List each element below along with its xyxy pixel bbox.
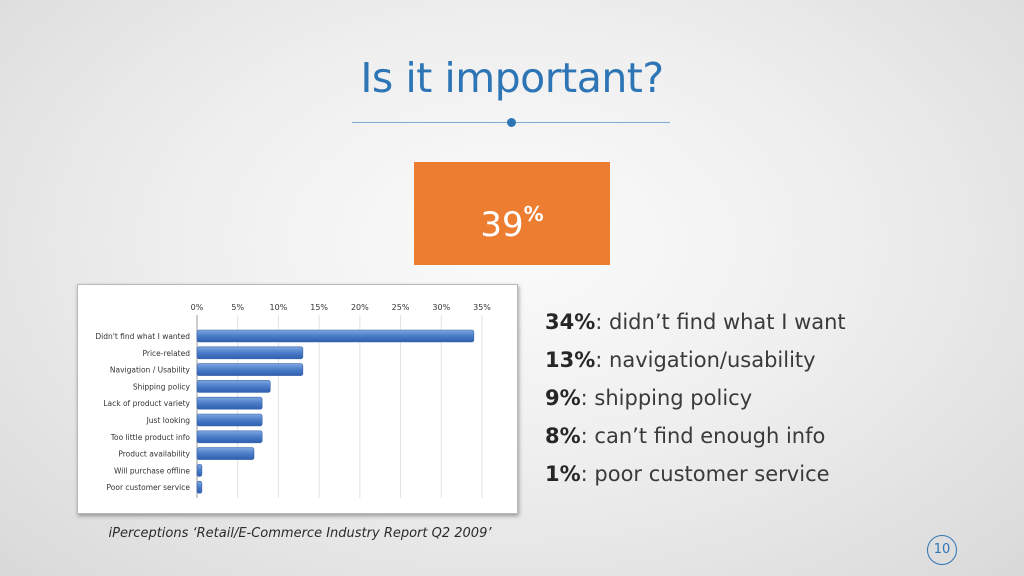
category-label: Shipping policy <box>133 382 191 391</box>
bar <box>196 329 475 343</box>
category-label: Product availability <box>118 450 190 459</box>
stat-item: 13%: navigation/usability <box>545 341 846 379</box>
x-tick-label: 5% <box>231 303 244 312</box>
stat-item-text: : didn’t find what I want <box>595 310 846 334</box>
x-tick-label: 15% <box>310 303 328 312</box>
category-label: Navigation / Usability <box>110 366 191 375</box>
bar-chart: 0% 5% 10% 15% 20% 25% 30% 35% Didn't find what I… <box>77 284 518 514</box>
category-label: Lack of product variety <box>103 399 190 408</box>
slide-title: Is it important? <box>360 54 664 102</box>
category-label: Just looking <box>146 416 191 425</box>
stat-box: 39% <box>414 162 610 265</box>
stat-item: 1%: poor customer service <box>545 455 846 493</box>
stat-item-text: : poor customer service <box>580 462 830 486</box>
stat-item-text: : shipping policy <box>580 386 753 410</box>
bar <box>196 396 263 410</box>
bar <box>196 464 203 477</box>
x-tick-label: 30% <box>432 303 450 312</box>
category-label: Didn't find what I wanted <box>95 332 190 341</box>
bar <box>196 430 263 444</box>
stat-unit: % <box>523 202 544 226</box>
source-citation: iPerceptions ‘Retail/E-Commerce Industry… <box>108 526 492 541</box>
category-label: Poor customer service <box>107 483 191 492</box>
x-tick-label: 10% <box>270 303 288 312</box>
x-tick-label: 25% <box>392 303 410 312</box>
stat-item-value: 34% <box>545 310 596 334</box>
stat-item: 34%: didn’t find what I want <box>545 303 846 341</box>
stat-item-text: : can’t find enough info <box>580 424 826 448</box>
x-tick-label: 35% <box>473 303 491 312</box>
category-label: Will purchase offline <box>114 466 190 475</box>
x-tick-label: 0% <box>191 303 204 312</box>
bar <box>196 380 271 393</box>
stat-item-value: 13% <box>545 348 596 372</box>
stat-item: 9%: shipping policy <box>545 379 846 417</box>
bar <box>196 480 203 494</box>
stats-list: 34%: didn’t find what I want 13%: naviga… <box>545 303 846 493</box>
stat-item-value: 8% <box>545 424 581 448</box>
category-label: Price-related <box>142 349 190 358</box>
bar <box>196 447 255 460</box>
stat-item-text: : navigation/usability <box>595 348 816 372</box>
stat-value: 39% <box>480 202 543 245</box>
bar-chart-svg: 0% 5% 10% 15% 20% 25% 30% 35% Didn't find what I… <box>95 303 491 498</box>
stat-number: 39 <box>480 205 524 245</box>
page-number: 10 <box>927 535 957 565</box>
stat-item: 8%: can’t find enough info <box>545 417 846 455</box>
divider-dot <box>507 118 516 127</box>
bar <box>196 413 263 427</box>
category-label: Too little product info <box>110 433 191 442</box>
stat-item-value: 9% <box>545 386 581 410</box>
bar <box>196 363 304 376</box>
bar <box>196 346 304 360</box>
x-tick-label: 20% <box>351 303 369 312</box>
stat-item-value: 1% <box>545 462 581 486</box>
